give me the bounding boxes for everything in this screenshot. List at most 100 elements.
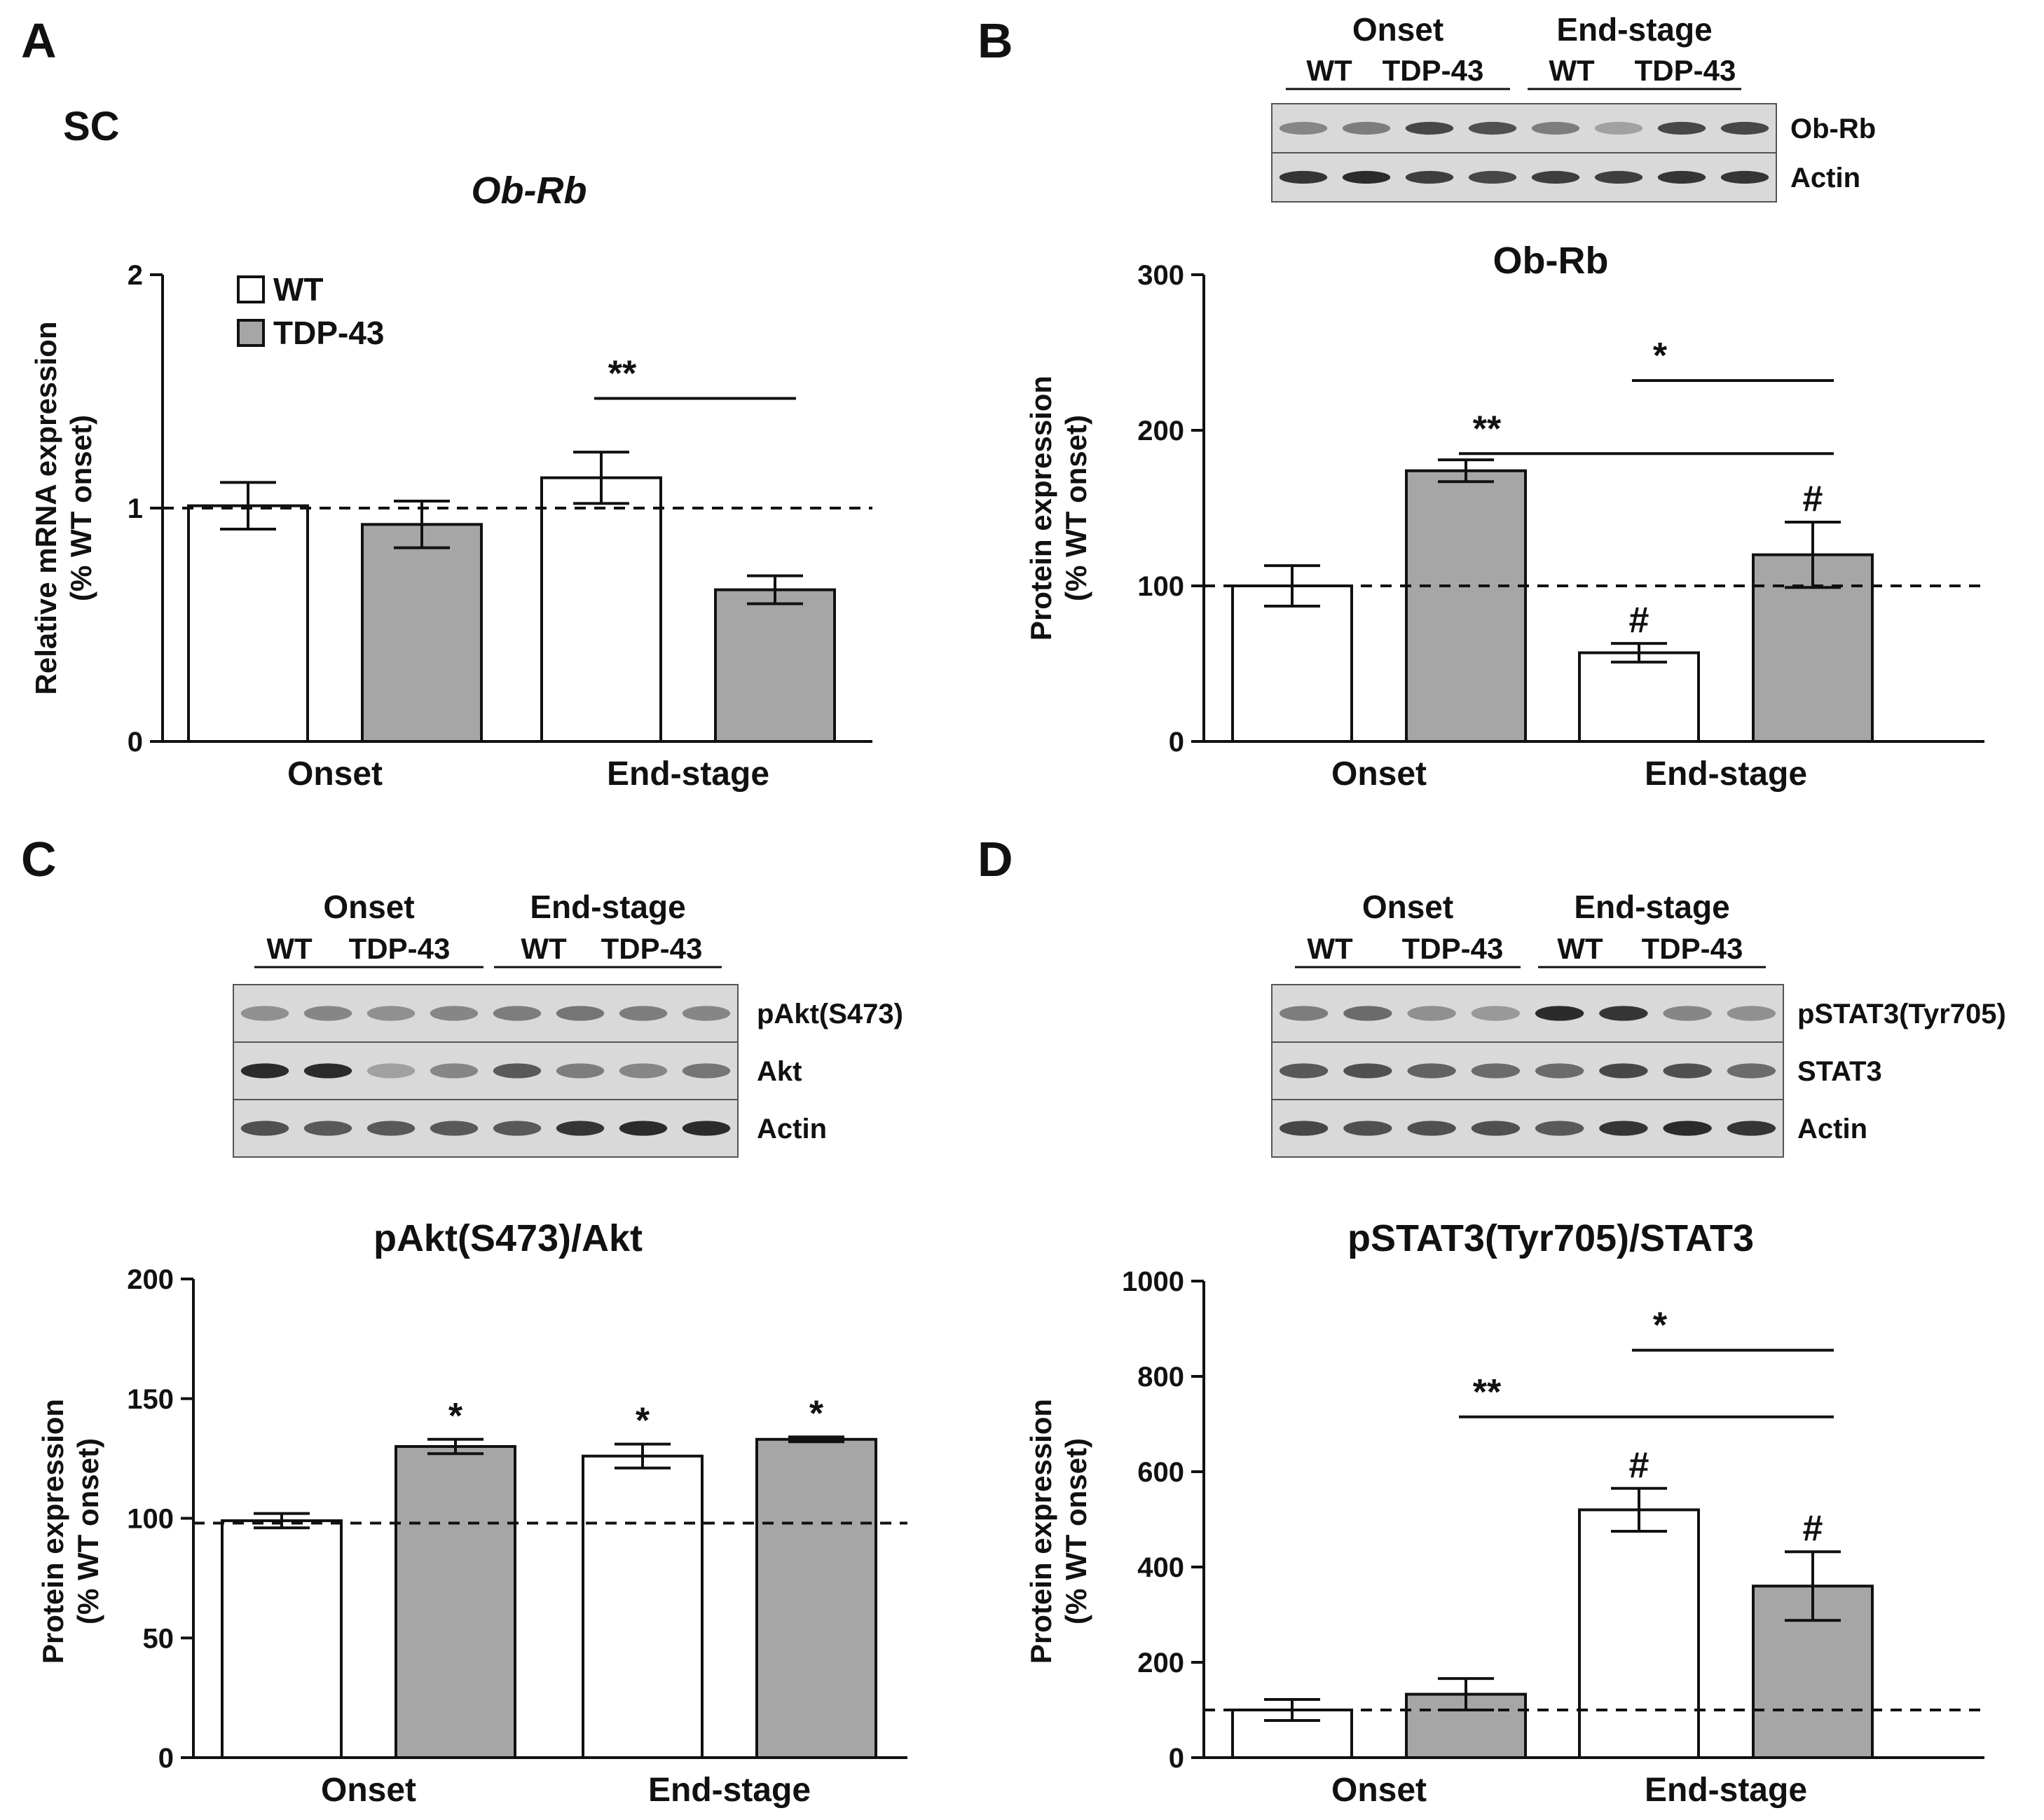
- blot-band: [1594, 121, 1643, 135]
- blot-band: [1343, 1063, 1392, 1079]
- chart-title: Ob-Rb: [1493, 240, 1609, 282]
- x-category-label: Onset: [287, 755, 383, 793]
- blot-lane-label: WT: [1549, 54, 1595, 87]
- y-tick-label: 1000: [1122, 1266, 1184, 1297]
- significance-mark: #: [1629, 600, 1649, 641]
- panel-letter: A: [21, 13, 57, 68]
- blot-band: [240, 1006, 289, 1021]
- y-label-line1: Protein expression: [1024, 1399, 1057, 1664]
- y-tick-label: 200: [127, 1264, 174, 1295]
- y-tick-label: 50: [143, 1623, 174, 1654]
- blot-band: [493, 1063, 542, 1079]
- blot-band: [1599, 1121, 1648, 1136]
- y-tick-label: 800: [1137, 1362, 1184, 1393]
- blot-band: [366, 1121, 416, 1136]
- blot-band: [366, 1063, 416, 1079]
- blot-band: [1405, 121, 1454, 135]
- legend-swatch-wt: [237, 275, 265, 303]
- blot-band: [1663, 1121, 1712, 1136]
- blot-band: [682, 1063, 731, 1079]
- panel-letter: D: [978, 832, 1013, 887]
- bar-tdp43-onset: [395, 1445, 516, 1760]
- panel-b: B Ob-Rb 0 100 200 300 Protein expression (% WT …: [978, 11, 1984, 793]
- blot-band: [1342, 170, 1391, 184]
- blot-band: [556, 1063, 605, 1079]
- blot-band: [493, 1006, 542, 1021]
- blot-band: [1407, 1006, 1456, 1021]
- blot-band: [1279, 170, 1328, 184]
- x-category-label: End-stage: [1645, 1772, 1807, 1809]
- blot-lane-label: TDP-43: [1635, 54, 1736, 87]
- blot-group-label: Onset: [1362, 889, 1453, 925]
- blot-band: [493, 1121, 542, 1136]
- western-blot: Onset End-stage WT TDP-43 WT TDP-43 pAkt(S473)…: [233, 889, 903, 1158]
- blot-lane-label: WT: [1307, 932, 1353, 965]
- y-tick-label: 0: [128, 727, 143, 758]
- blot-group-label: Onset: [1352, 11, 1443, 48]
- blot-row-label: STAT3: [1797, 1056, 1882, 1087]
- blot-band: [366, 1006, 416, 1021]
- bracket-label: **: [608, 353, 637, 394]
- blot-lane-label: WT: [266, 932, 313, 965]
- y-axis-label: Relative mRNA expression (% WT onset): [29, 322, 97, 695]
- blot-band: [1535, 1063, 1584, 1079]
- significance-mark: *: [448, 1396, 463, 1437]
- blot-row-label: pSTAT3(Tyr705): [1797, 999, 2006, 1029]
- blot-row-label: Akt: [757, 1056, 802, 1087]
- blot-band: [1663, 1006, 1712, 1021]
- y-tick-label: 400: [1137, 1552, 1184, 1583]
- y-label-line2: (% WT onset): [1059, 1438, 1092, 1624]
- y-label-line2: (% WT onset): [71, 1438, 104, 1624]
- blot-row-label: Actin: [1797, 1114, 1867, 1144]
- blot-band: [619, 1121, 668, 1136]
- y-tick-label: 0: [1169, 1743, 1184, 1774]
- blot-band: [556, 1121, 605, 1136]
- blot-band: [1720, 121, 1769, 135]
- blot-band: [1471, 1063, 1521, 1079]
- bar-wt-onset: [187, 504, 309, 743]
- significance-mark: #: [1629, 1445, 1649, 1486]
- y-tick-label: 0: [158, 1743, 174, 1774]
- blot-row-label: pAkt(S473): [757, 999, 903, 1029]
- blot-band: [1343, 1121, 1392, 1136]
- significance-mark: *: [636, 1401, 650, 1442]
- x-category-label: Onset: [321, 1772, 416, 1809]
- blot-lane-label: WT: [1557, 932, 1603, 965]
- bracket-label: *: [1653, 336, 1668, 376]
- x-category-label: End-stage: [648, 1772, 811, 1809]
- blot-band: [1535, 1006, 1584, 1021]
- bar-wt-end-stage: [582, 1454, 704, 1759]
- blot-group-label: Onset: [323, 889, 414, 925]
- bar-tdp43-end-stage: [714, 588, 836, 743]
- bar-tdp43-onset: [361, 523, 483, 743]
- y-tick-label: 1: [128, 493, 143, 524]
- x-category-label: End-stage: [607, 755, 769, 793]
- bar-wt-end-stage: [540, 476, 662, 744]
- blot-band: [1594, 170, 1643, 184]
- y-tick-label: 600: [1137, 1457, 1184, 1488]
- blot-band: [430, 1006, 479, 1021]
- blot-band: [303, 1006, 352, 1021]
- blot-band: [1471, 1121, 1521, 1136]
- significance-mark: #: [1803, 1508, 1823, 1549]
- blot-lane-label: TDP-43: [601, 932, 703, 965]
- blot-row-label: Actin: [757, 1114, 827, 1144]
- blot-lane-label: WT: [1306, 54, 1352, 87]
- blot-band: [1343, 1006, 1392, 1021]
- chart-title: pAkt(S473)/Akt: [373, 1217, 643, 1259]
- y-label-line1: Protein expression: [1024, 376, 1057, 641]
- bracket-label: **: [1473, 409, 1502, 449]
- blot-lane-label: WT: [521, 932, 567, 965]
- blot-band: [303, 1063, 352, 1079]
- blot-band: [1279, 1121, 1329, 1136]
- western-blot: Onset End-stage WT TDP-43 WT TDP-43 Ob-Rb Actin: [1271, 11, 1876, 203]
- blot-band: [1407, 1121, 1456, 1136]
- blot-band: [1279, 121, 1328, 135]
- bracket-label: *: [1653, 1306, 1668, 1346]
- blot-band: [1279, 1006, 1329, 1021]
- panel-letter: B: [978, 13, 1013, 68]
- blot-lane-label: TDP-43: [349, 932, 451, 965]
- x-category-label: End-stage: [1645, 755, 1807, 793]
- blot-band: [1407, 1063, 1456, 1079]
- blot-band: [430, 1121, 479, 1136]
